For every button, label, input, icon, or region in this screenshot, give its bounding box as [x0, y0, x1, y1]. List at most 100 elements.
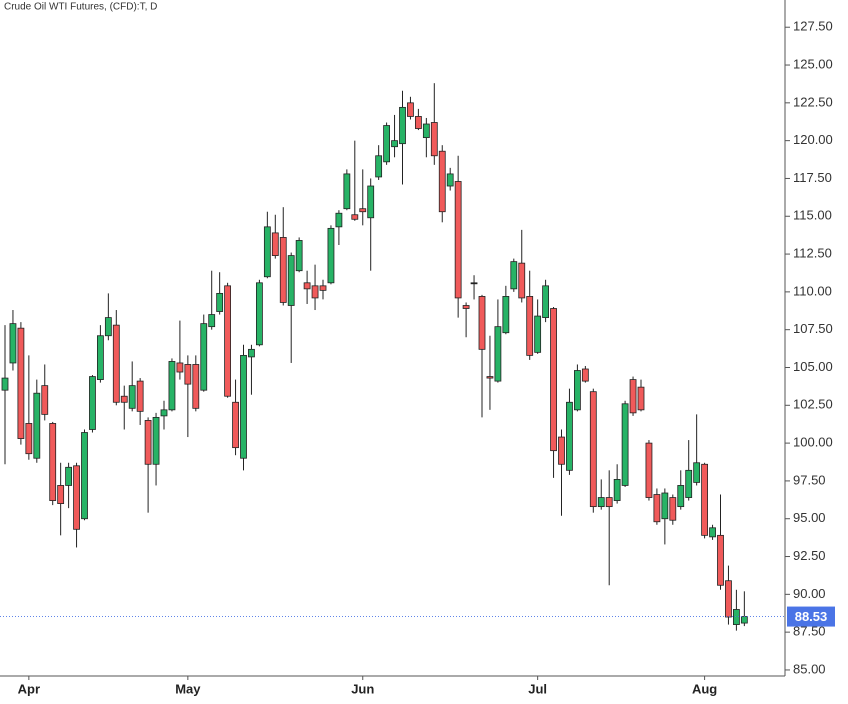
candle-body [709, 527, 716, 538]
candle-body [407, 102, 414, 117]
chart-title: Crude Oil WTI Futures, (CFD):T, D [4, 2, 157, 13]
x-tick-label: Aug [692, 681, 717, 696]
y-tick-label: 115.00 [793, 208, 832, 223]
candle-body [550, 308, 557, 452]
candle-body [510, 261, 518, 290]
candle-body [41, 385, 49, 415]
y-tick-label: 87.50 [793, 624, 826, 639]
candle-body [462, 305, 470, 309]
candle-body [438, 150, 446, 213]
candle-body [49, 423, 57, 501]
candle-body [534, 315, 542, 353]
x-tick-label: Jul [528, 681, 547, 696]
candle-body [144, 420, 152, 465]
candle-body [542, 285, 549, 318]
y-tick-label: 90.00 [793, 586, 826, 601]
candle-body [208, 314, 216, 328]
candle-body [73, 465, 80, 530]
y-tick-label: 100.00 [793, 435, 833, 450]
candle-body [232, 401, 239, 449]
candle-body [383, 125, 391, 163]
candle-body [581, 368, 589, 382]
candle-body [192, 364, 200, 409]
candle-body [224, 285, 232, 397]
candle-body [104, 317, 112, 337]
y-tick-label: 122.50 [793, 94, 833, 109]
candle-body [81, 432, 88, 520]
candle-body [414, 116, 422, 129]
x-tick-label: Jun [351, 681, 374, 696]
candle-body [1, 377, 9, 391]
candle-body [494, 326, 502, 382]
candle-body [128, 385, 136, 409]
candle-body [97, 335, 104, 380]
candle-body [319, 285, 327, 291]
candle-body [693, 462, 701, 483]
candle-body [327, 227, 335, 284]
candle-body [629, 379, 637, 414]
y-tick-label: 112.50 [793, 246, 832, 261]
candle-body [605, 497, 613, 508]
candle-body [653, 494, 661, 523]
candle-body [701, 463, 708, 536]
candle-body [717, 534, 724, 586]
candle-body [216, 292, 224, 312]
candle-body [558, 436, 565, 465]
x-tick-label: Apr [18, 681, 40, 696]
candle-body [430, 122, 438, 157]
candle-body [613, 479, 621, 501]
candle-body [311, 285, 319, 299]
candle-body [589, 391, 597, 508]
candle-body [470, 282, 478, 285]
candle-body [89, 376, 96, 430]
candle-body [136, 380, 144, 412]
y-tick-label: 102.50 [793, 397, 833, 412]
candle-body [637, 386, 645, 411]
candle-body [391, 140, 398, 148]
last-price-box [787, 606, 835, 627]
candle-body [486, 376, 494, 379]
candle-body [279, 237, 287, 303]
y-tick-label: 92.50 [793, 548, 826, 563]
candle-body [351, 214, 359, 220]
candle-body [359, 208, 367, 213]
y-tick-label: 107.50 [793, 321, 833, 336]
candle-body [733, 609, 740, 625]
candle-body [375, 155, 383, 178]
candle-body [200, 323, 208, 391]
candle-body [725, 580, 732, 618]
candle-body [677, 485, 685, 508]
candle-body [661, 492, 669, 520]
y-tick-label: 127.50 [793, 19, 833, 34]
candle-body [685, 469, 693, 498]
last-price-label: 88.53 [795, 609, 828, 624]
candle-body [17, 327, 25, 439]
candle-body [399, 106, 406, 145]
candle-body [120, 395, 128, 403]
candle-body [152, 416, 160, 465]
candle-body [740, 616, 748, 624]
x-tick-label: May [175, 681, 201, 696]
candle-body [566, 401, 573, 471]
candle-body [621, 403, 629, 486]
y-tick-label: 125.00 [793, 56, 833, 71]
y-tick-label: 117.50 [793, 170, 832, 185]
candle-body [295, 240, 303, 272]
candle-body [65, 466, 72, 486]
candle-body [57, 485, 65, 504]
candle-body [271, 232, 279, 256]
candle-body [240, 354, 247, 459]
candle-body [255, 282, 263, 346]
candle-body [33, 392, 41, 459]
candle-body [160, 409, 168, 417]
candle-body [669, 497, 677, 521]
candle-body [446, 173, 454, 187]
candle-body [526, 296, 534, 356]
candle-body [168, 361, 176, 411]
candle-body [597, 497, 605, 508]
candle-body [287, 255, 295, 306]
candle-body [574, 370, 581, 411]
y-tick-label: 97.50 [793, 472, 826, 487]
